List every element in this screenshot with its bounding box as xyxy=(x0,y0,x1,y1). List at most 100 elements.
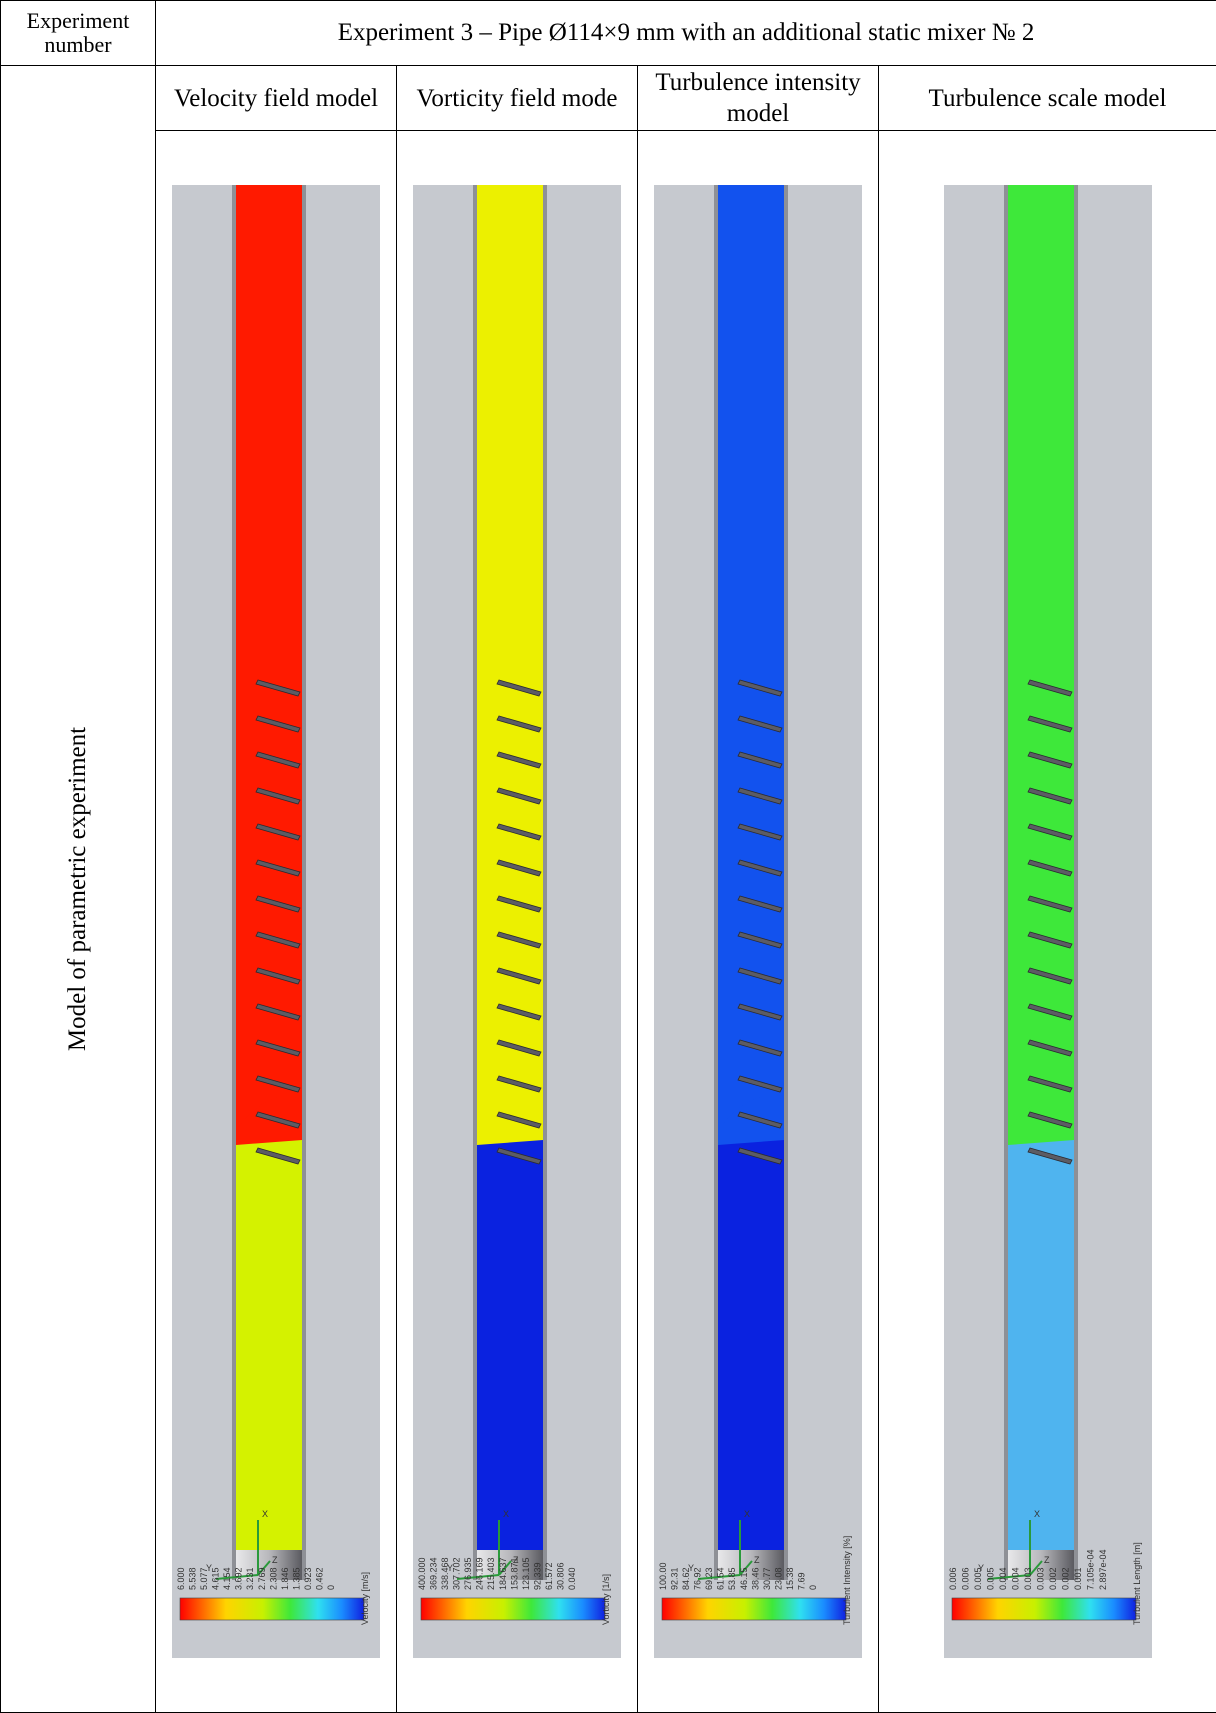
mixer-blade xyxy=(255,823,301,841)
legend-tick: 0.004 xyxy=(998,1567,1008,1590)
mixer-blade xyxy=(496,1003,542,1021)
axis-z-line xyxy=(498,1560,512,1576)
row-label-cell: Model of parametric experiment xyxy=(0,65,156,1713)
mixer-blade xyxy=(496,1147,542,1165)
axis-y-label: Y xyxy=(447,1563,453,1573)
legend-tick: 0.005 xyxy=(985,1567,995,1590)
mixer-blade xyxy=(255,715,301,733)
legend-tick: 92.31 xyxy=(670,1567,680,1590)
mixer-blade xyxy=(255,895,301,913)
mixer-blade xyxy=(255,1147,301,1165)
flow-transition xyxy=(236,1096,302,1145)
axis-z-line xyxy=(257,1560,271,1576)
flow-region-lower xyxy=(1007,1130,1074,1550)
mixer-blade xyxy=(496,895,542,913)
legend-tick: 61.54 xyxy=(716,1567,726,1590)
flow-transition xyxy=(1007,1096,1074,1145)
legend-tick: 0.003 xyxy=(1023,1567,1033,1590)
mixer-blade xyxy=(737,1003,783,1021)
legend-tick: 1.846 xyxy=(280,1567,290,1590)
velocity-panel-cell: X Y Z 6.000 5.538 5.077 4.615 4.154 3.692 3.231 2.… xyxy=(155,130,397,1713)
legend-tick: 69.23 xyxy=(704,1567,714,1590)
mixer-blade xyxy=(255,1111,301,1129)
legend-tick: 0.003 xyxy=(1035,1567,1045,1590)
mixer-blade xyxy=(1026,895,1073,913)
turbulence-scale-panel-cell: X Y Z 0.006 0.006 0.005 0.005 0.004 0.004 0.003 0.… xyxy=(877,130,1216,1713)
legend-title: Vorticity [1/s] xyxy=(601,1574,611,1625)
mixer-blade xyxy=(1026,751,1073,769)
mixer-blade xyxy=(1026,859,1073,877)
mixer-blade xyxy=(255,931,301,949)
axis-z-label: Z xyxy=(272,1555,278,1565)
legend-tick: 0.040 xyxy=(567,1567,577,1590)
legend-title: Turbulent Intensity [%] xyxy=(842,1536,852,1625)
flow-region-lower xyxy=(236,1130,302,1550)
mixer-blade xyxy=(496,679,542,697)
experiment-number-header: Experiment number xyxy=(0,0,156,66)
axis-y-line xyxy=(456,1574,500,1580)
legend-tick: 53.85 xyxy=(727,1567,737,1590)
mixer-blade xyxy=(255,1003,301,1021)
mixer-blade xyxy=(496,715,542,733)
pipe-end-cap xyxy=(1007,1550,1074,1580)
turbulence-intensity-panel-cell: X Y Z 100.00 92.31 84.62 76.92 69.23 61.54 53.85 4… xyxy=(637,130,879,1713)
mixer-blade xyxy=(1026,1147,1073,1165)
axis-y-line xyxy=(215,1574,259,1580)
legend-tick: 338.468 xyxy=(440,1557,450,1590)
legend-tick: 0.006 xyxy=(960,1567,970,1590)
column-header-turbulence-intensity: Turbulence intensity model xyxy=(637,65,879,131)
pipe-end-cap xyxy=(718,1550,784,1580)
legend-tick: 76.92 xyxy=(693,1567,703,1590)
mixer-blade xyxy=(496,967,542,985)
legend-tick: 100.00 xyxy=(658,1562,668,1590)
mixer-blade xyxy=(737,1111,783,1129)
axis-z-label: Z xyxy=(754,1555,760,1565)
mixer-blade xyxy=(496,931,542,949)
legend-tick: 4.154 xyxy=(222,1567,232,1590)
mixer-blade xyxy=(737,895,783,913)
flow-transition xyxy=(477,1096,543,1145)
axis-x-label: X xyxy=(1034,1509,1040,1519)
legend-tick: 7.69 xyxy=(796,1572,806,1590)
flow-region-upper xyxy=(718,185,784,1130)
pipe-end-cap xyxy=(477,1550,543,1580)
legend-tick: 0.001 xyxy=(1073,1567,1083,1590)
axis-y-line xyxy=(987,1574,1030,1580)
axis-z-label: Z xyxy=(1044,1555,1050,1565)
mixer-blade xyxy=(1026,787,1073,805)
legend-tick: 1.385 xyxy=(291,1567,301,1590)
legend-tick: 0.002 xyxy=(1060,1567,1070,1590)
legend-tick: 15.38 xyxy=(785,1567,795,1590)
legend-tick: 5.077 xyxy=(199,1567,209,1590)
legend-tick: 153.871 xyxy=(509,1557,519,1590)
legend-tick: 0.004 xyxy=(1010,1567,1020,1590)
mixer-blade xyxy=(1026,1039,1073,1057)
mixer-blade xyxy=(255,967,301,985)
legend-tick: 23.08 xyxy=(773,1567,783,1590)
mixer-blade xyxy=(737,823,783,841)
legend-color-bar xyxy=(179,1597,365,1621)
axis-z-label: Z xyxy=(513,1555,519,1565)
mixer-blade xyxy=(496,1111,542,1129)
mixer-blade xyxy=(255,751,301,769)
pipe-end-cap xyxy=(236,1550,302,1580)
legend-tick: 123.105 xyxy=(521,1557,531,1590)
axis-y-line xyxy=(697,1574,741,1580)
vorticity-field-image: X Y Z 400.000 369.234 338.468 307.702 276.935 24… xyxy=(413,185,621,1658)
legend-tick: 84.62 xyxy=(681,1567,691,1590)
mixer-blade xyxy=(255,787,301,805)
legend-tick: 61.572 xyxy=(544,1562,554,1590)
column-header-turbulence-scale: Turbulence scale model xyxy=(877,65,1216,131)
vorticity-panel-cell: X Y Z 400.000 369.234 338.468 307.702 276.935 24… xyxy=(396,130,638,1713)
legend-tick: 0.002 xyxy=(1048,1567,1058,1590)
legend-tick: 30.806 xyxy=(555,1562,565,1590)
legend-tick: 6.000 xyxy=(176,1567,186,1590)
flow-region-lower xyxy=(477,1130,543,1550)
mixer-blade xyxy=(737,715,783,733)
mixer-blade xyxy=(1026,1111,1073,1129)
legend-title: Velocity [m/s] xyxy=(360,1572,370,1625)
legend-title: Turbulent Length [m] xyxy=(1132,1542,1142,1625)
legend-tick: 0.923 xyxy=(303,1567,313,1590)
mixer-blade xyxy=(737,787,783,805)
